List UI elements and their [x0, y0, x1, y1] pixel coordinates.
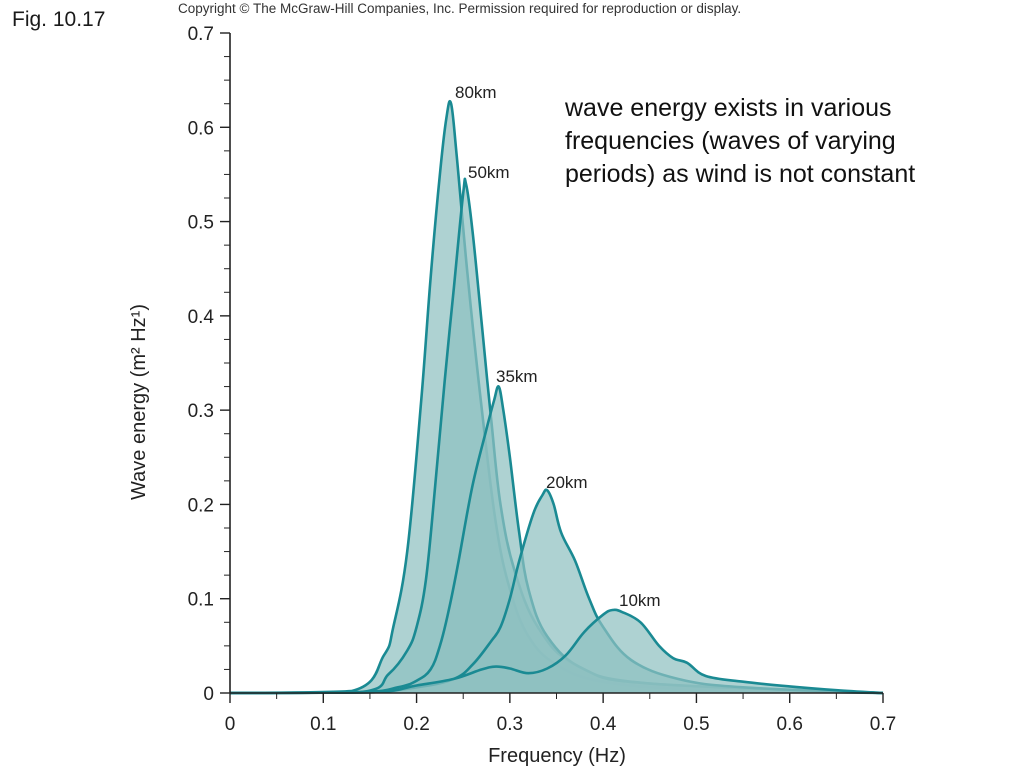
y-tick-label: 0.3 — [188, 401, 214, 422]
curve-label-50km: 50km — [468, 163, 510, 182]
x-tick-label: 0.6 — [777, 714, 803, 735]
x-tick-label: 0.1 — [310, 714, 336, 735]
y-tick-label: 0.1 — [188, 590, 214, 611]
x-tick-label: 0.5 — [683, 714, 709, 735]
curve-label-20km: 20km — [546, 473, 588, 492]
x-axis-title: Frequency (Hz) — [488, 745, 626, 767]
x-tick-label: 0.2 — [403, 714, 429, 735]
y-tick-label: 0.2 — [188, 495, 214, 516]
curve-label-10km: 10km — [619, 591, 661, 610]
curve-areas — [229, 99, 884, 695]
y-tick-label: 0.5 — [188, 213, 214, 234]
curve-10km — [229, 608, 884, 695]
x-tick-label: 0.7 — [870, 714, 896, 735]
y-tick-label: 0 — [203, 684, 214, 705]
area-10km — [230, 609, 883, 693]
y-axis-title: Wave energy (m² Hz¹) — [128, 304, 150, 500]
curve-label-80km: 80km — [455, 83, 497, 102]
x-tick-label: 0.4 — [590, 714, 617, 735]
area-20km — [230, 489, 883, 693]
x-tick-label: 0.3 — [497, 714, 523, 735]
annotation-note: wave energy exists in various frequencie… — [565, 94, 916, 188]
axes: 0 0.1 0.2 0.3 0.4 0.5 0.6 0.7 0 0.1 0.2 0.3 0.4 0.5 0.… — [188, 24, 897, 735]
x-tick-label: 0 — [225, 714, 236, 735]
curve-labels: 80km 50km 35km 20km 10km — [455, 83, 661, 610]
y-tick-label: 0.7 — [188, 24, 214, 45]
curve-label-35km: 35km — [496, 367, 538, 386]
copyright-notice: Copyright © The McGraw-Hill Companies, I… — [178, 1, 742, 16]
y-tick-label: 0.6 — [188, 118, 214, 139]
figure-label: Fig. 10.17 — [12, 8, 106, 31]
y-tick-label: 0.4 — [188, 307, 215, 328]
